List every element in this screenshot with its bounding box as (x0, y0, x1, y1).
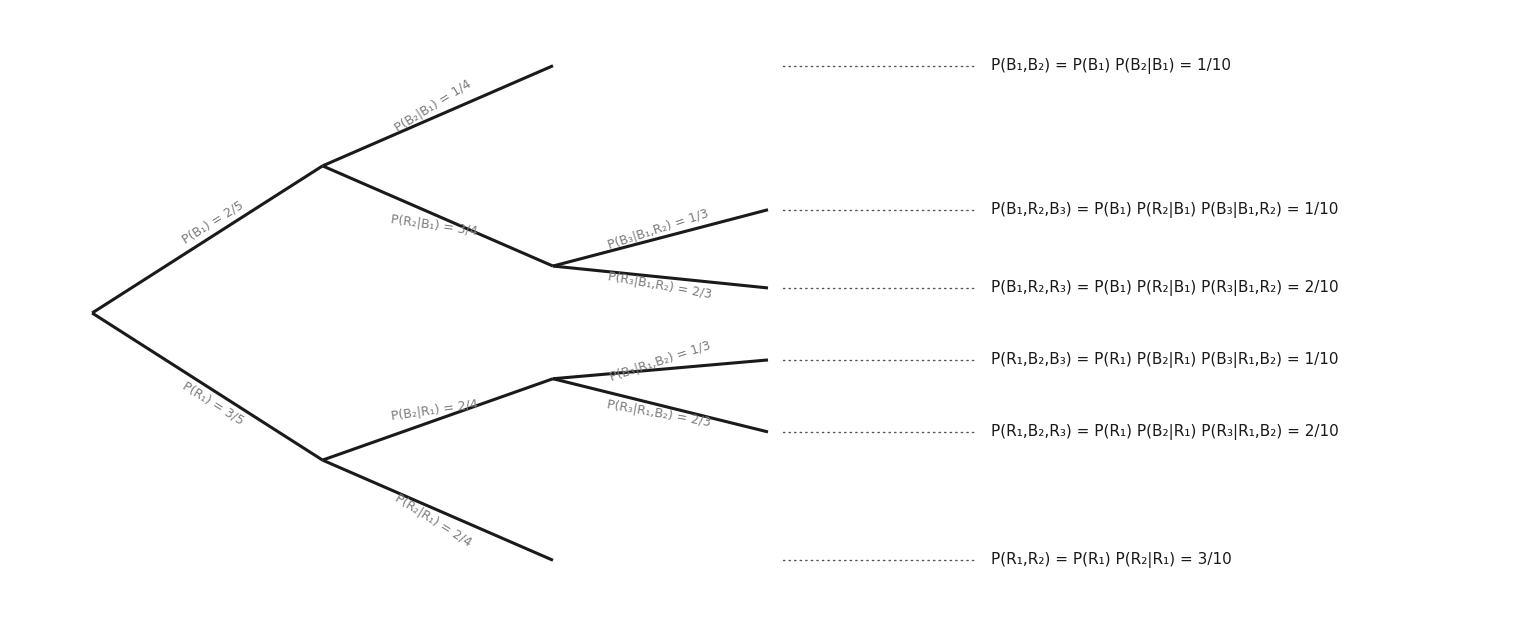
Text: P(R₁) = 3/5: P(R₁) = 3/5 (180, 379, 246, 428)
Text: P(B₂|B₁) = 1/4: P(B₂|B₁) = 1/4 (393, 77, 473, 134)
Text: P(B₁,R₂,R₃) = P(B₁) P(R₂|B₁) P(R₃|B₁,R₂) = 2/10: P(B₁,R₂,R₃) = P(B₁) P(R₂|B₁) P(R₃|B₁,R₂)… (991, 280, 1338, 296)
Text: P(B₁,R₂,B₃) = P(B₁) P(R₂|B₁) P(B₃|B₁,R₂) = 1/10: P(B₁,R₂,B₃) = P(B₁) P(R₂|B₁) P(B₃|B₁,R₂)… (991, 202, 1338, 218)
Text: P(R₃|R₁,B₂) = 2/3: P(R₃|R₁,B₂) = 2/3 (605, 398, 711, 429)
Text: P(R₁,B₂,R₃) = P(R₁) P(B₂|R₁) P(R₃|R₁,B₂) = 2/10: P(R₁,B₂,R₃) = P(R₁) P(B₂|R₁) P(R₃|R₁,B₂)… (991, 424, 1338, 440)
Text: P(B₁) = 2/5: P(B₁) = 2/5 (180, 198, 246, 247)
Text: P(R₁,R₂) = P(R₁) P(R₂|R₁) = 3/10: P(R₁,R₂) = P(R₁) P(R₂|R₁) = 3/10 (991, 552, 1232, 568)
Text: P(B₂|R₁) = 2/4: P(B₂|R₁) = 2/4 (390, 398, 479, 423)
Text: P(B₃|R₁,B₂) = 1/3: P(B₃|R₁,B₂) = 1/3 (608, 338, 711, 383)
Text: P(R₃|B₁,R₂) = 2/3: P(R₃|B₁,R₂) = 2/3 (607, 270, 713, 300)
Text: P(R₁,B₂,B₃) = P(R₁) P(B₂|R₁) P(B₃|R₁,B₂) = 1/10: P(R₁,B₂,B₃) = P(R₁) P(B₂|R₁) P(B₃|R₁,B₂)… (991, 352, 1338, 368)
Text: P(R₂|B₁) = 3/4: P(R₂|B₁) = 3/4 (390, 213, 478, 238)
Text: P(B₃|B₁,R₂) = 1/3: P(B₃|B₁,R₂) = 1/3 (607, 207, 710, 252)
Text: P(R₂|R₁) = 2/4: P(R₂|R₁) = 2/4 (393, 492, 475, 549)
Text: P(B₁,B₂) = P(B₁) P(B₂|B₁) = 1/10: P(B₁,B₂) = P(B₁) P(B₂|B₁) = 1/10 (991, 58, 1230, 74)
